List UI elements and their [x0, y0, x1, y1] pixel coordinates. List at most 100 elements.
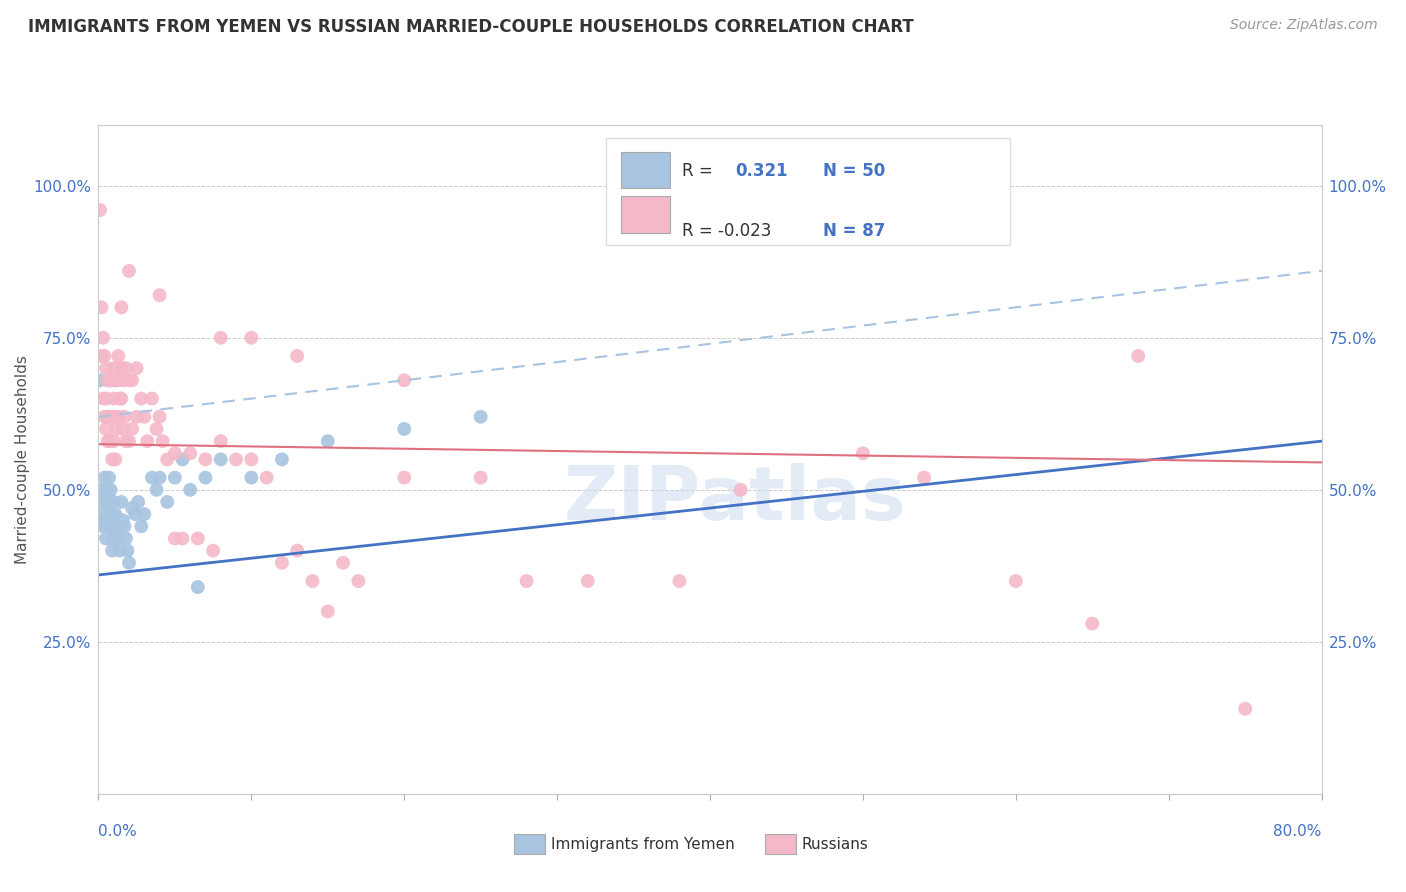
Point [179, 483, 201, 497]
Point [104, 525, 127, 540]
Point [301, 574, 323, 588]
Point [163, 532, 186, 546]
Point [209, 331, 232, 345]
Point [100, 483, 122, 497]
Point [103, 392, 125, 406]
Point [105, 519, 128, 533]
Point [912, 470, 935, 484]
Point [104, 373, 127, 387]
Point [101, 543, 124, 558]
Point [107, 349, 129, 363]
Point [108, 392, 131, 406]
Point [98, 495, 121, 509]
Point [1234, 702, 1257, 716]
Point [118, 373, 141, 387]
Point [101, 519, 124, 533]
Point [98, 470, 121, 484]
Point [117, 543, 139, 558]
Point [90, 507, 112, 521]
Point [129, 519, 152, 533]
FancyBboxPatch shape [620, 196, 669, 234]
Point [93, 349, 115, 363]
FancyBboxPatch shape [620, 152, 669, 188]
Point [125, 409, 148, 424]
Point [852, 446, 875, 460]
Point [194, 470, 217, 484]
FancyBboxPatch shape [515, 834, 546, 855]
Point [141, 392, 163, 406]
Point [285, 349, 308, 363]
Point [110, 392, 132, 406]
Point [118, 264, 141, 278]
Point [202, 543, 225, 558]
Point [209, 434, 232, 449]
Point [516, 574, 538, 588]
Point [156, 495, 179, 509]
Text: 0.321: 0.321 [735, 161, 789, 179]
Point [576, 574, 599, 588]
Text: Russians: Russians [801, 837, 869, 852]
Point [108, 543, 131, 558]
Point [91, 519, 114, 533]
Point [121, 373, 143, 387]
Point [94, 422, 117, 436]
Point [91, 495, 114, 509]
Point [97, 409, 120, 424]
Point [149, 288, 172, 302]
Text: IMMIGRANTS FROM YEMEN VS RUSSIAN MARRIED-COUPLE HOUSEHOLDS CORRELATION CHART: IMMIGRANTS FROM YEMEN VS RUSSIAN MARRIED… [28, 18, 914, 36]
Point [104, 452, 127, 467]
Point [107, 532, 129, 546]
Point [129, 392, 152, 406]
Point [98, 434, 121, 449]
Point [94, 483, 117, 497]
Point [97, 519, 120, 533]
Point [111, 373, 134, 387]
Point [93, 470, 115, 484]
Point [179, 446, 201, 460]
Text: Source: ZipAtlas.com: Source: ZipAtlas.com [1230, 18, 1378, 32]
Point [392, 422, 416, 436]
Point [163, 470, 186, 484]
Point [100, 373, 122, 387]
Text: Immigrants from Yemen: Immigrants from Yemen [551, 837, 735, 852]
Point [1004, 574, 1026, 588]
Point [94, 392, 117, 406]
Point [111, 422, 134, 436]
Point [101, 409, 124, 424]
Point [470, 409, 492, 424]
Point [124, 507, 146, 521]
Text: R = -0.023: R = -0.023 [682, 222, 772, 240]
Point [392, 470, 416, 484]
Point [110, 301, 132, 315]
Point [115, 361, 138, 376]
Point [240, 452, 263, 467]
Point [134, 507, 156, 521]
Point [90, 349, 112, 363]
Point [90, 483, 112, 497]
Point [121, 501, 143, 516]
Point [240, 470, 263, 484]
Point [187, 532, 209, 546]
Point [256, 470, 278, 484]
Point [270, 556, 292, 570]
Point [110, 361, 132, 376]
Point [103, 434, 125, 449]
Point [172, 532, 194, 546]
Point [270, 452, 292, 467]
Point [149, 470, 172, 484]
Point [668, 574, 690, 588]
Point [115, 532, 138, 546]
Point [187, 580, 209, 594]
Text: R =: R = [682, 161, 718, 179]
Point [91, 392, 114, 406]
Point [125, 361, 148, 376]
Text: N = 87: N = 87 [823, 222, 884, 240]
Point [89, 373, 111, 387]
Point [127, 495, 149, 509]
Point [149, 409, 172, 424]
Text: 80.0%: 80.0% [1274, 824, 1322, 839]
Point [194, 452, 217, 467]
Point [103, 495, 125, 509]
Point [347, 574, 370, 588]
Point [156, 452, 179, 467]
